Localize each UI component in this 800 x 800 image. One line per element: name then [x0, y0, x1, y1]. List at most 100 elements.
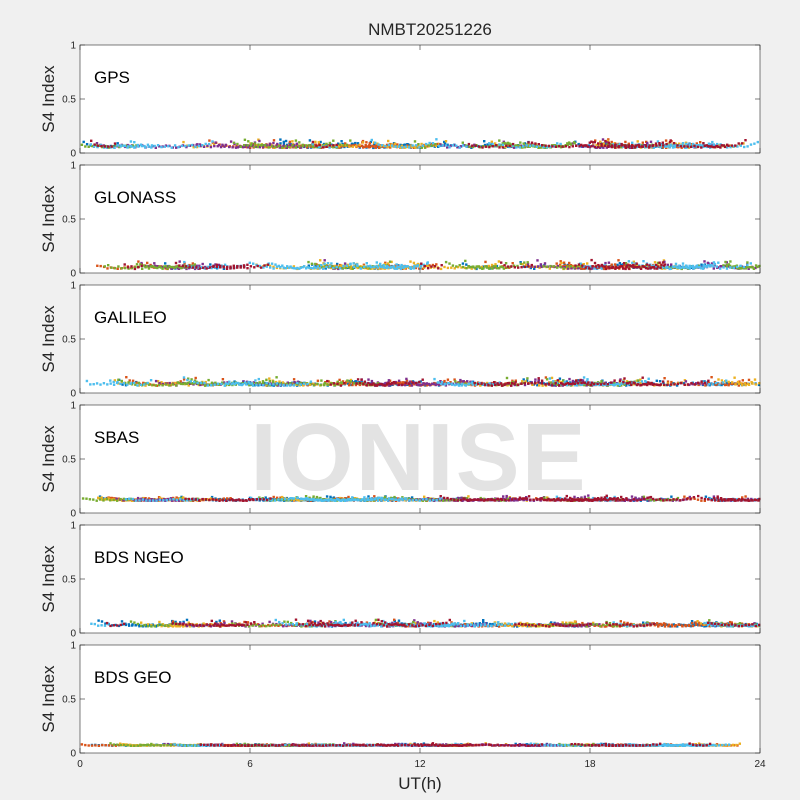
data-point [222, 267, 226, 270]
data-point [679, 266, 683, 270]
data-point [525, 144, 528, 147]
data-point [505, 494, 508, 498]
data-point [602, 142, 605, 145]
data-point [672, 265, 676, 268]
panel-system-name: GALILEO [94, 308, 167, 327]
data-point [468, 145, 471, 149]
data-point [275, 496, 279, 499]
data-point [409, 260, 412, 263]
data-point [586, 383, 589, 386]
data-point [487, 267, 491, 270]
data-point [582, 263, 585, 266]
data-point [282, 144, 286, 147]
data-point [85, 379, 89, 383]
data-point [556, 379, 559, 382]
data-point [136, 496, 140, 500]
data-point [547, 383, 551, 386]
data-point [703, 264, 706, 268]
data-point [242, 264, 246, 267]
data-point [582, 376, 586, 379]
data-point [523, 146, 527, 149]
data-point [112, 498, 115, 502]
data-point [676, 266, 679, 269]
data-point [334, 499, 337, 502]
data-point [622, 380, 625, 384]
data-point [372, 382, 375, 385]
data-point [733, 266, 737, 270]
data-point [355, 382, 358, 385]
data-point [743, 382, 746, 385]
data-point [184, 144, 187, 148]
data-point [109, 496, 112, 500]
data-point [109, 379, 112, 382]
data-point [351, 496, 354, 499]
data-point [618, 142, 621, 146]
data-point [339, 265, 342, 268]
data-point [527, 265, 530, 268]
data-point [442, 499, 445, 502]
data-point [655, 263, 658, 267]
data-point [580, 381, 583, 385]
data-point [365, 384, 368, 387]
data-point [175, 265, 178, 269]
data-point [571, 142, 574, 145]
data-point [680, 381, 683, 385]
data-point [286, 144, 289, 148]
data-point [299, 266, 302, 269]
figure-title: NMBT20251226 [368, 20, 492, 39]
data-point [363, 380, 367, 383]
data-point [376, 266, 379, 269]
data-point [572, 141, 576, 144]
data-point [702, 266, 705, 269]
data-point [659, 266, 662, 269]
data-point [624, 262, 628, 265]
data-point [95, 499, 98, 502]
data-point [408, 498, 411, 502]
data-point [160, 145, 163, 149]
data-point [323, 382, 326, 385]
data-point [279, 142, 282, 145]
data-point [604, 267, 608, 271]
data-point [605, 146, 608, 149]
data-point [562, 497, 565, 501]
data-point [666, 382, 670, 385]
data-point [746, 145, 749, 148]
data-point [275, 376, 278, 379]
y-tick-label: 1 [70, 281, 76, 292]
data-point [603, 383, 606, 387]
data-point [538, 146, 542, 149]
data-point [608, 267, 611, 270]
data-point [523, 265, 527, 269]
data-point [456, 146, 459, 149]
data-point [284, 498, 287, 501]
data-point [141, 498, 145, 501]
data-point [228, 145, 231, 149]
data-point [491, 267, 494, 270]
data-point [698, 265, 702, 269]
series-trace [183, 260, 752, 271]
data-point [251, 384, 255, 387]
data-point [708, 383, 711, 386]
data-point [523, 142, 527, 145]
data-point [249, 144, 253, 147]
data-point [357, 498, 360, 501]
data-point [688, 264, 691, 268]
data-point [475, 265, 478, 268]
data-point [404, 145, 407, 148]
data-point [617, 145, 620, 148]
data-point [211, 140, 214, 143]
data-point [210, 382, 214, 385]
data-point [279, 145, 282, 149]
data-point [532, 144, 535, 147]
data-point [668, 146, 671, 149]
data-point [272, 267, 275, 270]
data-point [610, 140, 613, 144]
data-point [438, 498, 441, 502]
data-point [674, 262, 678, 266]
data-point [727, 144, 730, 147]
data-point [684, 380, 688, 383]
data-point [586, 262, 589, 265]
data-point [725, 261, 728, 264]
data-point [356, 378, 360, 381]
